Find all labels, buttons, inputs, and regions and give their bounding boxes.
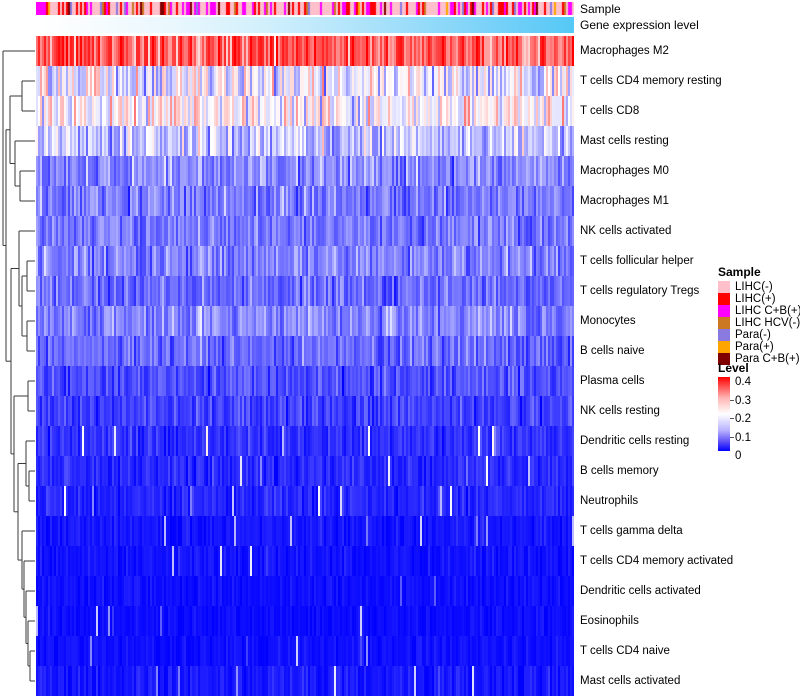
sample-legend-title: Sample	[718, 265, 761, 279]
level-legend-title: Level	[718, 361, 749, 375]
sample-legend-swatch-1	[718, 293, 730, 305]
sample-legend-item-3: LIHC HCV(-)	[718, 317, 800, 329]
row-label-4: Macrophages M0	[580, 165, 669, 177]
sample-legend-swatch-2	[718, 305, 730, 317]
row-label-8: T cells regulatory Tregs	[580, 285, 700, 297]
level-tick-2: 0.2	[730, 413, 751, 425]
row-label-13: Dendritic cells resting	[580, 435, 690, 447]
sample-legend-label-5: Para(+)	[735, 341, 774, 353]
sample-legend: Sample LIHC(-) LIHC(+) LIHC C+B(+) LIHC HCV…	[718, 266, 800, 365]
level-tick-dash-1	[730, 399, 734, 401]
level-tick-3: 0.1	[730, 432, 751, 444]
sample-legend-swatch-0	[718, 281, 730, 293]
row-label-2: T cells CD8	[580, 105, 640, 117]
sample-legend-swatch-3	[718, 317, 730, 329]
heatmap-body	[36, 36, 574, 696]
row-label-15: Neutrophils	[580, 495, 639, 507]
row-label-20: T cells CD4 naive	[580, 645, 670, 657]
sample-legend-label-2: LIHC C+B(+)	[735, 305, 800, 317]
sample-legend-item-4: Para(-)	[718, 329, 800, 341]
sample-legend-item-6: Para C+B(+)	[718, 353, 800, 365]
row-label-3: Mast cells resting	[580, 135, 669, 147]
row-label-1: T cells CD4 memory resting	[580, 75, 722, 87]
row-label-12: NK cells resting	[580, 405, 660, 417]
level-colorbar-row: 0.4 0.3 0.2 0.1 0	[718, 376, 800, 462]
row-label-16: T cells gamma delta	[580, 525, 683, 537]
level-colorbar	[718, 377, 730, 451]
sample-legend-label-3: LIHC HCV(-)	[735, 317, 800, 329]
row-label-11: Plasma cells	[580, 375, 645, 387]
sample-legend-item-1: LIHC(+)	[718, 293, 800, 305]
level-tick-group: 0.4 0.3 0.2 0.1 0	[730, 376, 795, 462]
sample-legend-label-6: Para C+B(+)	[735, 353, 800, 365]
level-legend: Level 0.4 0.3 0.2 0.1 0	[718, 361, 800, 462]
sample-annotation-bar	[36, 2, 574, 15]
row-label-9: Monocytes	[580, 315, 636, 327]
row-label-19: Eosinophils	[580, 615, 639, 627]
level-tick-1: 0.3	[730, 395, 751, 407]
sample-legend-label-0: LIHC(-)	[735, 281, 773, 293]
row-label-18: Dendritic cells activated	[580, 585, 701, 597]
level-tick-dash-3	[730, 436, 734, 438]
sample-legend-item-0: LIHC(-)	[718, 281, 800, 293]
sample-legend-swatch-6	[718, 353, 730, 365]
row-label-10: B cells naive	[580, 345, 645, 357]
gene-expression-annotation-bar	[36, 17, 574, 33]
level-tick-dash-2	[730, 418, 734, 419]
level-tick-4: 0	[735, 450, 742, 462]
row-label-14: B cells memory	[580, 465, 659, 477]
sample-legend-label-1: LIHC(+)	[735, 293, 776, 305]
sample-legend-item-5: Para(+)	[718, 341, 800, 353]
level-tick-0: 0.4	[735, 376, 751, 388]
sample-legend-item-2: LIHC C+B(+)	[718, 305, 800, 317]
gene-expression-annotation-label: Gene expression level	[580, 18, 699, 32]
row-dendrogram	[0, 36, 36, 696]
row-label-5: Macrophages M1	[580, 195, 669, 207]
row-label-7: T cells follicular helper	[580, 255, 694, 267]
sample-legend-label-4: Para(-)	[735, 329, 771, 341]
sample-annotation-label: Sample	[580, 2, 621, 16]
row-label-21: Mast cells activated	[580, 675, 681, 687]
sample-legend-swatch-5	[718, 341, 730, 353]
row-label-17: T cells CD4 memory activated	[580, 555, 734, 567]
sample-legend-swatch-4	[718, 329, 730, 341]
row-label-0: Macrophages M2	[580, 45, 669, 57]
sample-legend-items: LIHC(-) LIHC(+) LIHC C+B(+) LIHC HCV(-) Para…	[718, 281, 800, 365]
row-label-6: NK cells activated	[580, 225, 672, 237]
